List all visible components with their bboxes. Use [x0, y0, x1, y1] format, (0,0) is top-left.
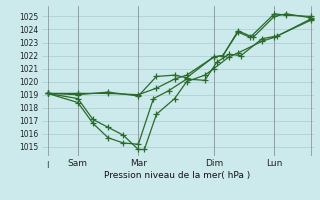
X-axis label: Pression niveau de la mer( hPa ): Pression niveau de la mer( hPa )	[104, 171, 251, 180]
Text: I: I	[46, 161, 49, 170]
